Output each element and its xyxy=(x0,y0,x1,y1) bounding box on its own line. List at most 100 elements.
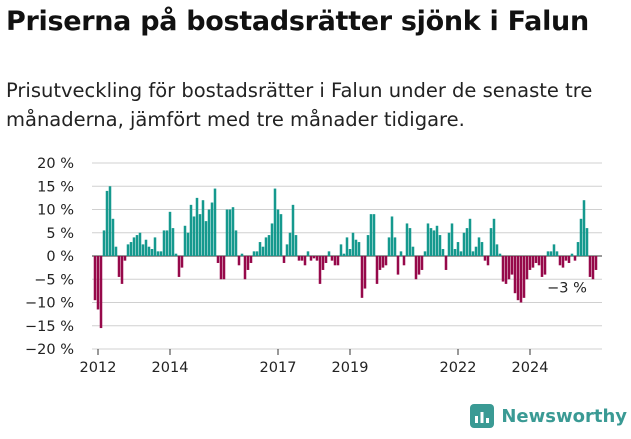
y-tick-label: 10 % xyxy=(37,203,74,219)
bar xyxy=(390,216,394,256)
bar xyxy=(558,256,562,266)
bar xyxy=(273,188,277,256)
bar xyxy=(168,211,172,256)
bar xyxy=(333,256,337,266)
bar xyxy=(228,209,232,256)
bar xyxy=(264,237,268,256)
bar xyxy=(357,242,361,256)
bar xyxy=(219,256,223,280)
bar xyxy=(489,228,493,256)
bar xyxy=(345,237,349,256)
bar xyxy=(330,256,334,261)
bar xyxy=(339,244,343,256)
bar xyxy=(162,230,166,256)
bar xyxy=(126,244,130,256)
bar xyxy=(192,216,196,256)
bar xyxy=(96,256,100,310)
bar xyxy=(561,256,565,268)
bar xyxy=(528,256,532,270)
bar xyxy=(492,218,496,256)
x-tick-label: 2012 xyxy=(80,360,117,376)
bar xyxy=(504,256,508,284)
bar xyxy=(243,256,247,280)
bar xyxy=(522,256,526,298)
bar xyxy=(372,214,376,256)
bar xyxy=(438,235,442,256)
bar xyxy=(177,256,181,277)
bar xyxy=(441,249,445,256)
bar xyxy=(393,237,397,256)
bar xyxy=(582,200,586,256)
bar xyxy=(291,204,295,256)
bar xyxy=(399,251,403,256)
bar xyxy=(312,256,316,259)
bar xyxy=(588,256,592,277)
bar xyxy=(204,221,208,256)
bar xyxy=(159,251,163,256)
bar xyxy=(387,237,391,256)
bar xyxy=(258,242,262,256)
bar xyxy=(270,223,274,256)
bar xyxy=(486,256,490,266)
bar xyxy=(255,251,259,256)
bar xyxy=(432,230,436,256)
bar xyxy=(252,251,256,256)
bar xyxy=(564,256,568,261)
bar xyxy=(327,251,331,256)
bar xyxy=(153,237,157,256)
x-tick-label: 2017 xyxy=(260,360,297,376)
bar xyxy=(402,256,406,266)
bar xyxy=(405,223,409,256)
bar xyxy=(315,256,319,261)
bar xyxy=(123,256,127,261)
bar xyxy=(366,235,370,256)
bar xyxy=(207,209,211,256)
bar xyxy=(261,246,265,256)
bar xyxy=(591,256,595,280)
bar xyxy=(171,228,175,256)
newsworthy-logo-icon xyxy=(470,404,495,428)
bar xyxy=(456,242,460,256)
x-tick-label: 2022 xyxy=(440,360,477,376)
bar xyxy=(285,244,289,256)
bar xyxy=(150,249,154,256)
bar xyxy=(417,256,421,275)
bar xyxy=(465,228,469,256)
bar xyxy=(129,242,133,256)
bar xyxy=(477,237,481,256)
x-tick-label: 2019 xyxy=(332,360,369,376)
bar xyxy=(336,256,340,266)
bar xyxy=(267,235,271,256)
bar xyxy=(141,244,145,256)
bar xyxy=(423,251,427,256)
bar xyxy=(342,253,346,256)
bar xyxy=(453,249,457,256)
bar xyxy=(594,256,598,270)
bar xyxy=(180,256,184,268)
bar xyxy=(93,256,97,301)
bar xyxy=(198,214,202,256)
bar xyxy=(369,214,373,256)
bar xyxy=(108,186,112,256)
bar xyxy=(240,253,244,256)
bar xyxy=(354,239,358,256)
latest-value-label: −3 % xyxy=(547,280,587,296)
bar xyxy=(132,237,136,256)
bar xyxy=(411,246,415,256)
bar xyxy=(117,256,121,277)
bar xyxy=(348,249,352,256)
chart-title: Priserna på bostadsrätter sjönk i Falun xyxy=(6,6,589,37)
bar xyxy=(447,232,451,256)
bar xyxy=(555,251,559,256)
bar xyxy=(378,256,382,270)
bar xyxy=(300,256,304,261)
bar-chart: 20 % 15 % 10 % 5 % 0 % −5 % −10 % −15 % −20 % 201… xyxy=(25,156,602,376)
bar xyxy=(309,256,313,261)
bar xyxy=(138,232,142,256)
bar xyxy=(306,251,310,256)
chart-subtitle: Prisutveckling för bostadsrätter i Falun… xyxy=(6,79,593,131)
bar xyxy=(294,235,298,256)
bar xyxy=(156,251,160,256)
bar xyxy=(225,209,229,256)
bar xyxy=(519,256,523,303)
